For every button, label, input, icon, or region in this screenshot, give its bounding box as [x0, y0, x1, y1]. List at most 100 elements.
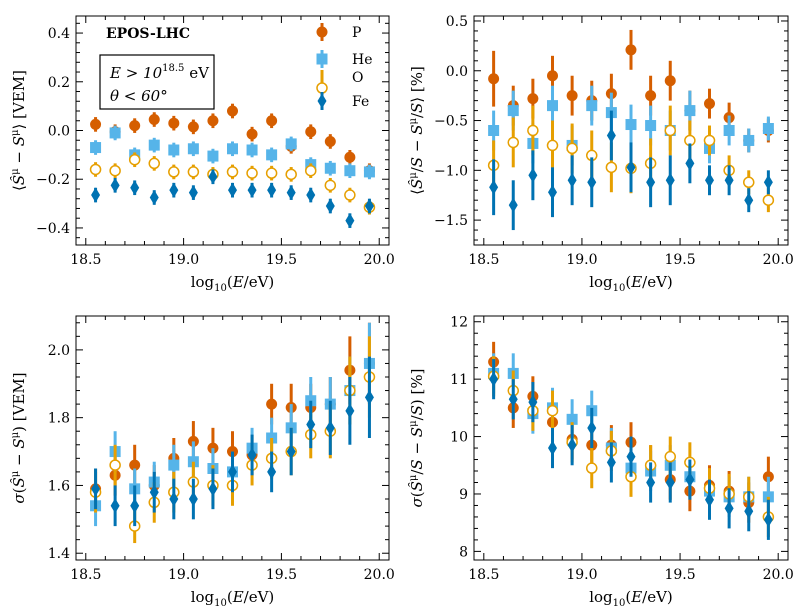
point-p [664, 75, 676, 87]
legend-entry-fe: Fe [317, 92, 369, 110]
x-tick-label: 20.0 [364, 252, 395, 268]
point-he [324, 162, 336, 174]
point-fe [345, 403, 355, 419]
point-fe [306, 187, 316, 203]
point-o [324, 179, 337, 192]
point-fe [744, 192, 754, 208]
point-o [285, 168, 297, 181]
point-fe [208, 169, 218, 185]
point-fe [665, 172, 675, 188]
point-o [109, 164, 121, 177]
point-p [324, 135, 336, 147]
y-axis-label: σ(Ŝμ − Sμ) [VEM] [10, 372, 28, 503]
cut-box [99, 54, 215, 110]
point-he [344, 165, 356, 177]
point-o [265, 167, 278, 179]
y-tick-label: 1.4 [48, 546, 70, 562]
annotation-group: EPOS-LHC E > 1018.5 eV θ < 60° [99, 26, 215, 110]
point-fe [345, 213, 355, 229]
point-fe [364, 198, 374, 214]
point-p [148, 114, 160, 126]
point-fe [508, 391, 518, 407]
point-p [344, 151, 356, 163]
point-fe [665, 474, 675, 490]
point-he [625, 119, 637, 131]
point-p [266, 115, 278, 127]
point-he [363, 166, 375, 178]
point-he [547, 100, 558, 112]
point-fe [228, 182, 237, 198]
y-tick-label: −0.4 [36, 221, 70, 237]
point-fe [188, 491, 198, 507]
point-fe [247, 447, 257, 463]
point-fe [188, 185, 198, 201]
legend-p-label: P [352, 25, 361, 41]
point-fe [149, 484, 159, 500]
model-label: EPOS-LHC [106, 26, 190, 42]
x-tick-label: 19.5 [266, 252, 297, 268]
point-o [546, 404, 559, 417]
point-p [488, 73, 500, 85]
point-fe [626, 159, 636, 175]
y-tick-label: −1.5 [434, 213, 468, 229]
y-tick-label: 9 [459, 487, 468, 503]
y-tick-label: 0.2 [48, 75, 70, 91]
y-tick-label: −0.5 [434, 114, 468, 130]
point-he [148, 139, 160, 151]
point-he [507, 105, 519, 117]
y-tick-label: 8 [459, 544, 468, 560]
legend-p-marker [316, 26, 328, 38]
point-fe [325, 420, 335, 436]
point-o [507, 136, 519, 149]
point-o [187, 166, 200, 178]
point-fe [528, 394, 538, 410]
point-fe [149, 189, 159, 205]
point-o [546, 139, 559, 152]
point-p [566, 90, 578, 102]
point-fe [763, 512, 773, 528]
point-fe [267, 464, 277, 480]
point-he [266, 149, 278, 161]
y-tick-label: 12 [450, 315, 468, 331]
y-tick-label: 0.0 [48, 124, 70, 140]
legend-he-marker [316, 53, 328, 65]
point-p [129, 120, 141, 132]
point-fe [208, 481, 218, 497]
cut-energy-exponent: 18.5 [162, 63, 184, 74]
legend-entry-o: O [316, 70, 363, 96]
x-axis-label: log10(E/eV) [589, 588, 673, 609]
point-p [207, 115, 219, 127]
legend-o-marker [316, 82, 328, 94]
point-he [586, 100, 598, 112]
point-o [226, 166, 239, 178]
point-fe [364, 389, 374, 405]
point-o [305, 164, 317, 177]
point-fe [606, 454, 616, 470]
point-o [89, 163, 102, 176]
x-tick-label: 18.5 [70, 567, 101, 583]
legend-fe-marker [317, 93, 327, 109]
point-fe [325, 198, 335, 214]
x-axis-label: log10(E/eV) [589, 273, 673, 294]
point-fe [626, 449, 636, 465]
panel-bottom-left: 18.5 19.0 19.5 20.0 1.4 1.6 1.8 2.0 log10(E/eV) σ… [10, 315, 395, 609]
point-fe [286, 444, 296, 460]
point-fe [267, 182, 277, 198]
point-fe [169, 491, 179, 507]
point-fe [548, 440, 557, 456]
point-he [488, 125, 500, 136]
point-o [246, 167, 258, 179]
y-tick-label: −1.0 [434, 163, 468, 179]
point-fe [130, 180, 140, 196]
point-he [109, 127, 121, 139]
legend-entry-he: He [316, 50, 373, 68]
point-fe [91, 481, 101, 497]
point-he [285, 138, 297, 150]
point-he [743, 134, 755, 146]
point-he [684, 105, 696, 117]
y-tick-label: 2.0 [48, 343, 70, 359]
x-tick-label: 19.5 [266, 567, 297, 583]
point-he [90, 142, 102, 154]
point-fe [306, 416, 316, 432]
